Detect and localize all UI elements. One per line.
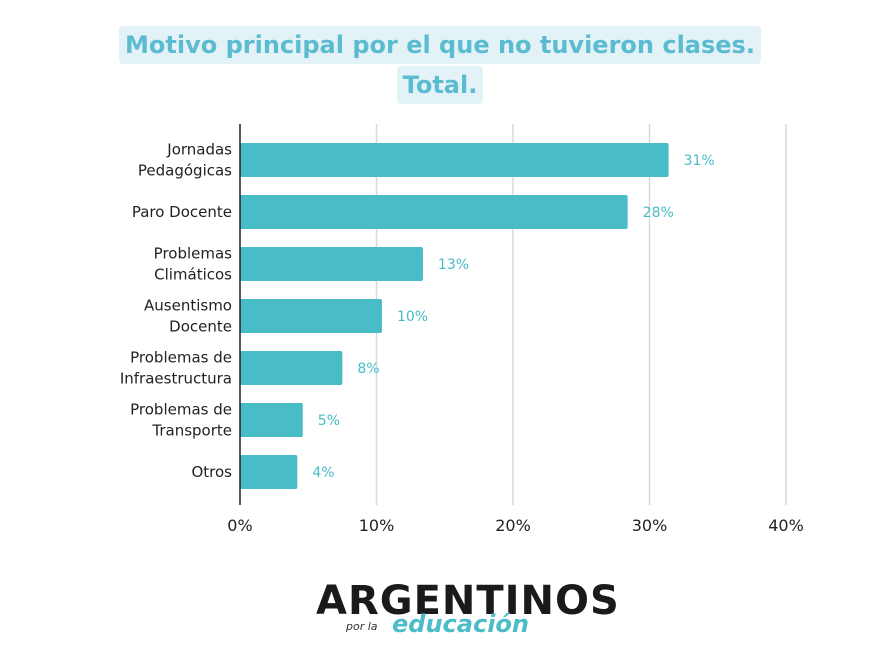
category-label: Docente [169, 318, 232, 336]
bar [240, 299, 382, 333]
category-label: Transporte [151, 422, 232, 440]
x-tick-label: 40% [768, 516, 804, 535]
bar-value-label: 5% [318, 413, 340, 429]
bar [240, 455, 298, 489]
bar [240, 403, 303, 437]
x-tick-label: 20% [495, 516, 531, 535]
chart-title-line2: Total. [396, 66, 484, 104]
logo-main-text: ARGENTINOS [316, 578, 620, 624]
logo-sub-text: por la [346, 620, 378, 633]
chart-title: Motivo principal por el que no tuvieron … [0, 26, 880, 106]
category-label: Problemas [154, 245, 233, 263]
category-label: Ausentismo [144, 297, 232, 315]
category-label: Paro Docente [132, 203, 232, 221]
bar-value-label: 4% [312, 465, 334, 481]
bar-value-label: 31% [684, 153, 715, 169]
bar [240, 351, 343, 385]
category-label: Pedagógicas [138, 162, 232, 180]
bar [240, 195, 628, 229]
bar [240, 247, 423, 281]
category-label: Infraestructura [120, 370, 232, 388]
category-label: Problemas de [130, 401, 232, 419]
category-label: Problemas de [130, 349, 232, 367]
argentinos-logo: ARGENTINOS por la educación [316, 578, 619, 644]
bar-value-label: 13% [438, 257, 469, 273]
logo-edu-text: educación [392, 610, 529, 638]
x-tick-label: 10% [359, 516, 395, 535]
bar-value-label: 10% [397, 309, 428, 325]
category-label: Otros [191, 463, 232, 481]
bar-value-label: 8% [357, 361, 379, 377]
chart-title-line1: Motivo principal por el que no tuvieron … [119, 26, 761, 64]
x-tick-label: 30% [632, 516, 668, 535]
category-label: Climáticos [154, 266, 232, 284]
category-label: Jornadas [166, 141, 232, 159]
bar-value-label: 28% [643, 205, 674, 221]
bar [240, 143, 669, 177]
x-tick-label: 0% [227, 516, 252, 535]
